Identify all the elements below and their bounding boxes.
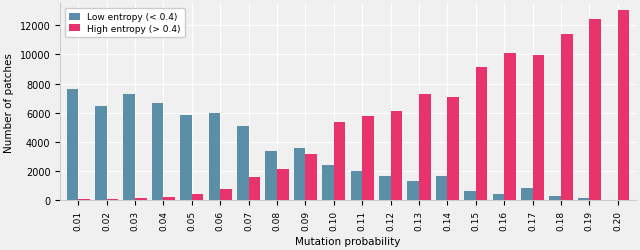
Bar	[589, 20, 601, 201]
Bar	[561, 35, 573, 201]
Bar	[578, 198, 589, 201]
Bar	[549, 196, 561, 201]
Bar	[124, 95, 135, 201]
Legend: Low entropy (< 0.4), High entropy (> 0.4): Low entropy (< 0.4), High entropy (> 0.4…	[65, 9, 186, 38]
Bar	[493, 194, 504, 201]
Bar	[408, 181, 419, 201]
Bar	[464, 191, 476, 201]
Bar	[78, 199, 90, 201]
Bar	[532, 56, 544, 201]
Bar	[351, 172, 362, 201]
Bar	[152, 104, 163, 201]
Bar	[390, 112, 402, 201]
Bar	[180, 116, 192, 201]
Bar	[476, 68, 488, 201]
Bar	[95, 107, 107, 201]
Bar	[419, 95, 431, 201]
Bar	[67, 90, 78, 201]
Bar	[192, 194, 204, 201]
Y-axis label: Number of patches: Number of patches	[4, 53, 14, 152]
Bar	[521, 188, 532, 201]
Bar	[618, 12, 629, 201]
Bar	[447, 98, 459, 201]
Bar	[163, 198, 175, 201]
Bar	[220, 189, 232, 201]
Bar	[436, 176, 447, 201]
Bar	[362, 117, 374, 201]
Bar	[322, 166, 334, 201]
Bar	[248, 177, 260, 201]
Bar	[237, 126, 248, 201]
Bar	[305, 154, 317, 201]
Bar	[209, 113, 220, 201]
Bar	[266, 151, 277, 201]
Bar	[277, 169, 289, 201]
X-axis label: Mutation probability: Mutation probability	[295, 236, 401, 246]
Bar	[107, 199, 118, 201]
Bar	[379, 176, 390, 201]
Bar	[294, 148, 305, 201]
Bar	[135, 198, 147, 201]
Bar	[334, 122, 346, 201]
Bar	[504, 54, 516, 201]
